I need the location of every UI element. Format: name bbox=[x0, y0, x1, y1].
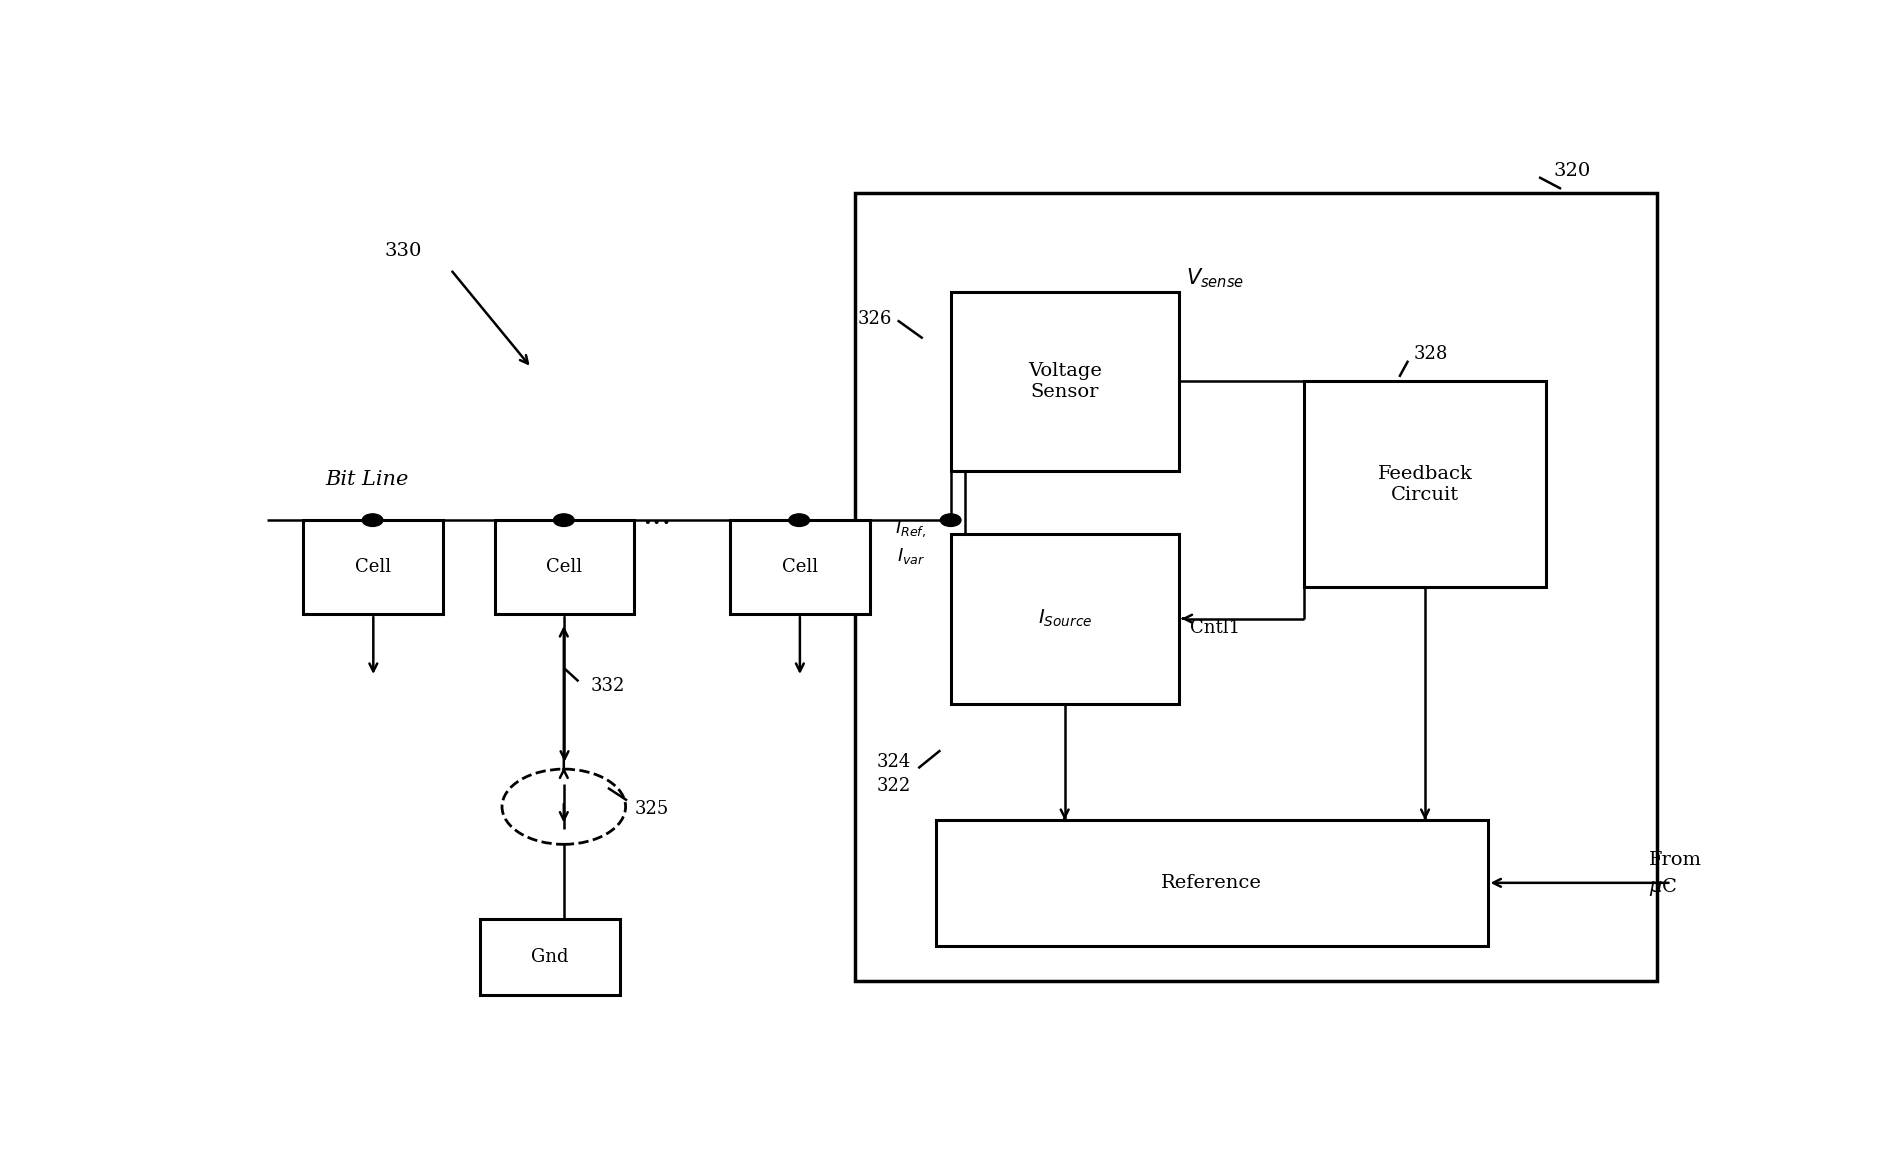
FancyBboxPatch shape bbox=[495, 520, 634, 614]
Text: 326: 326 bbox=[858, 309, 892, 328]
Text: $I_{Source}$: $I_{Source}$ bbox=[1038, 608, 1091, 629]
Text: ...: ... bbox=[642, 500, 672, 531]
Text: Feedback
Circuit: Feedback Circuit bbox=[1378, 465, 1473, 504]
FancyBboxPatch shape bbox=[731, 520, 869, 614]
Circle shape bbox=[790, 514, 809, 527]
Text: Reference: Reference bbox=[1162, 873, 1262, 892]
Text: 322: 322 bbox=[877, 777, 911, 795]
FancyBboxPatch shape bbox=[951, 534, 1179, 704]
Text: $\mu$C: $\mu$C bbox=[1649, 876, 1678, 898]
Text: $V_{sense}$: $V_{sense}$ bbox=[1186, 266, 1243, 290]
Text: $I_{Ref,}$: $I_{Ref,}$ bbox=[894, 519, 926, 540]
Circle shape bbox=[554, 514, 573, 527]
FancyBboxPatch shape bbox=[936, 820, 1488, 946]
Text: 330: 330 bbox=[383, 243, 421, 261]
Text: 332: 332 bbox=[590, 677, 624, 694]
Text: Bit Line: Bit Line bbox=[326, 470, 408, 488]
Text: Cntl1: Cntl1 bbox=[1190, 619, 1241, 636]
FancyBboxPatch shape bbox=[951, 292, 1179, 471]
Text: 328: 328 bbox=[1414, 345, 1448, 364]
Text: $I_{var}$: $I_{var}$ bbox=[898, 545, 926, 566]
Text: Voltage
Sensor: Voltage Sensor bbox=[1027, 362, 1101, 401]
FancyBboxPatch shape bbox=[480, 919, 619, 994]
Text: From: From bbox=[1649, 851, 1703, 870]
Text: 324: 324 bbox=[877, 752, 911, 771]
Text: Cell: Cell bbox=[782, 558, 818, 576]
FancyBboxPatch shape bbox=[1304, 381, 1547, 587]
Circle shape bbox=[363, 514, 383, 527]
Text: Gnd: Gnd bbox=[531, 948, 569, 965]
Text: 320: 320 bbox=[1554, 162, 1591, 180]
FancyBboxPatch shape bbox=[854, 193, 1657, 982]
Circle shape bbox=[940, 514, 960, 527]
Text: Cell: Cell bbox=[547, 558, 583, 576]
Text: 325: 325 bbox=[634, 799, 668, 818]
FancyBboxPatch shape bbox=[304, 520, 442, 614]
Text: Cell: Cell bbox=[355, 558, 391, 576]
